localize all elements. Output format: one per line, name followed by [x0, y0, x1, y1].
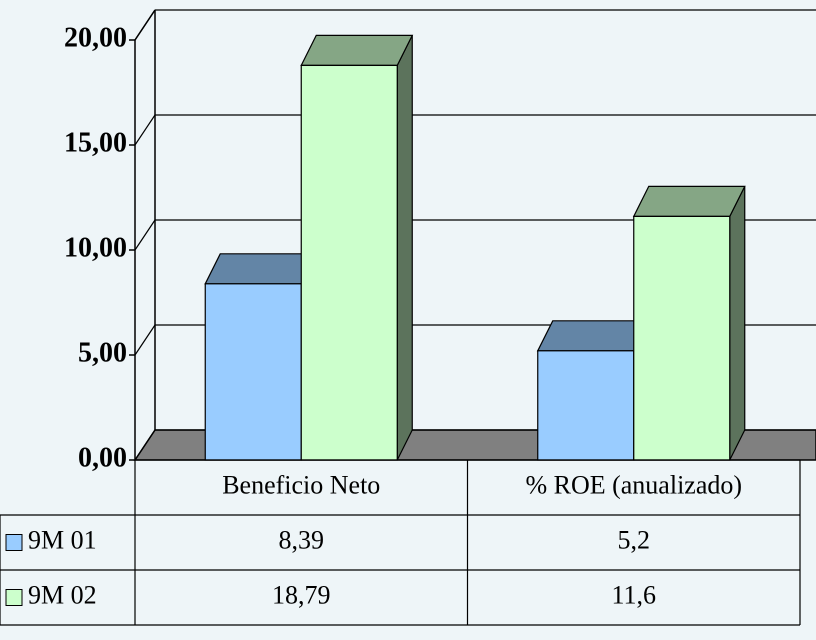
grid-line-side [134, 219, 156, 251]
bar-top [536, 320, 650, 352]
category-label: % ROE (anualizado) [525, 470, 742, 499]
bar-side [729, 186, 746, 461]
category-label: Beneficio Neto [222, 470, 380, 499]
legend-label: 9M 01 [28, 525, 97, 554]
bar-top [300, 34, 414, 67]
y-tick-label: 10,00 [64, 232, 127, 263]
grid-line-side [134, 324, 156, 356]
bar-side [396, 35, 413, 461]
bar [300, 64, 398, 461]
grid-line-side [134, 9, 156, 41]
y-tick-label: 5,00 [78, 337, 127, 368]
bar-top [632, 185, 746, 217]
bar-top [204, 253, 318, 285]
legend-swatch [5, 534, 23, 551]
data-label: 8,39 [279, 525, 325, 554]
grid-line-side [134, 114, 156, 146]
legend-swatch [5, 589, 23, 606]
bar [204, 283, 302, 461]
legend-label: 9M 02 [28, 580, 97, 609]
bar [633, 215, 731, 461]
grid-line-side [134, 429, 156, 461]
data-label: 11,6 [611, 580, 656, 609]
y-tick-label: 15,00 [64, 127, 127, 158]
bar [537, 350, 635, 461]
y-tick-label: 0,00 [78, 442, 127, 473]
data-label: 18,79 [272, 580, 331, 609]
data-label: 5,2 [618, 525, 651, 554]
y-tick-label: 20,00 [64, 22, 127, 53]
